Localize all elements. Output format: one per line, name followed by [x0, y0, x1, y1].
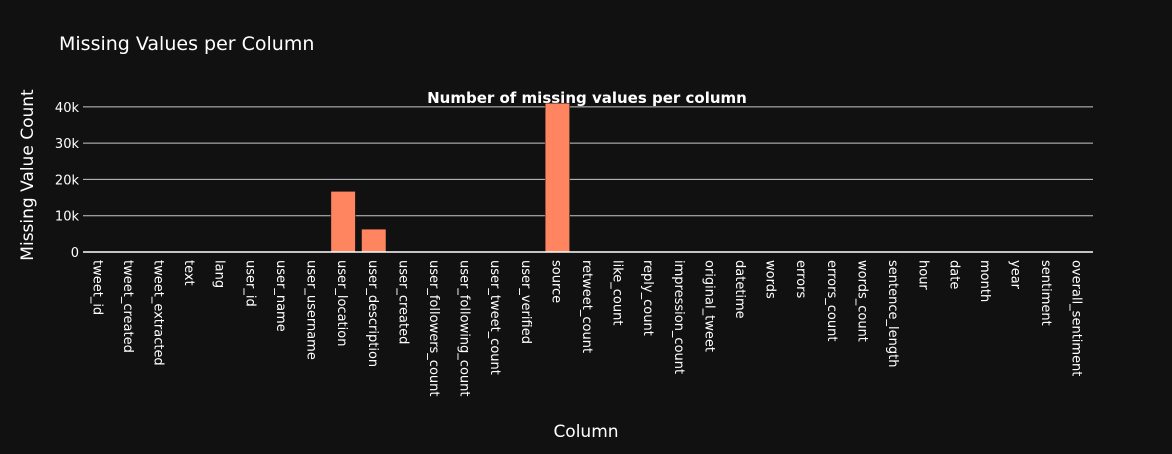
x-tick-label: user_following_count	[457, 260, 472, 396]
x-tick-label: sentiment	[1038, 260, 1053, 326]
y-tick-label: 0	[71, 246, 79, 261]
x-axis-title: Column	[553, 422, 618, 442]
x-tick-label: user_verified	[518, 260, 533, 344]
bars	[330, 102, 570, 253]
x-tick-labels: tweet_id tweet_created tweet_extracted text…	[89, 260, 1083, 397]
x-tick-label: month	[977, 260, 992, 302]
x-tick-label: user_username	[304, 260, 319, 360]
bar-user-description[interactable]	[361, 228, 387, 253]
x-tick-label: user_tweet_count	[487, 260, 502, 375]
x-tick-label: user_created	[395, 260, 410, 344]
x-tick-label: like_count	[610, 260, 625, 325]
x-tick-label: hour	[916, 260, 931, 290]
chart-title: Missing Values per Column	[59, 33, 314, 55]
x-tick-label: original_tweet	[701, 260, 716, 352]
x-tick-label: words	[763, 260, 778, 299]
x-tick-label: tweet_id	[89, 260, 104, 315]
x-tick-label: user_followers_count	[426, 260, 441, 397]
x-tick-label: user_name	[273, 260, 288, 332]
gridlines	[83, 106, 1093, 217]
y-tick-labels: 0 10k 20k 30k 40k	[55, 101, 80, 261]
x-tick-label: errors	[793, 260, 808, 298]
x-tick-label: sentence_length	[885, 260, 900, 367]
x-tick-label: overall_sentiment	[1069, 260, 1084, 376]
bar-user-location[interactable]	[330, 191, 356, 253]
bar-source[interactable]	[544, 102, 570, 253]
y-tick-label: 10k	[55, 210, 80, 225]
x-tick-label: errors_count	[824, 260, 839, 341]
chart-annotation: Number of missing values per column	[427, 89, 747, 107]
x-tick-label: year	[1007, 260, 1022, 290]
x-tick-label: words_count	[854, 260, 869, 342]
x-tick-label: user_location	[334, 260, 349, 346]
x-tick-label: source	[548, 260, 563, 303]
x-tick-label: user_id	[242, 260, 257, 307]
y-tick-label: 20k	[55, 173, 80, 188]
x-tick-label: impression_count	[671, 260, 686, 374]
x-tick-label: tweet_created	[120, 260, 135, 353]
x-tick-label: lang	[212, 260, 227, 288]
x-tick-label: reply_count	[640, 260, 655, 336]
x-tick-label: text	[181, 260, 196, 286]
x-tick-label: retweet_count	[579, 260, 594, 353]
y-tick-label: 30k	[55, 137, 80, 152]
x-tick-label: tweet_extracted	[151, 260, 166, 366]
y-tick-label: 40k	[55, 101, 80, 116]
x-tick-label: date	[946, 260, 961, 289]
x-tick-label: datetime	[732, 260, 747, 319]
x-tick-label: user_description	[365, 260, 380, 367]
y-axis-title: Missing Value Count	[18, 89, 38, 261]
